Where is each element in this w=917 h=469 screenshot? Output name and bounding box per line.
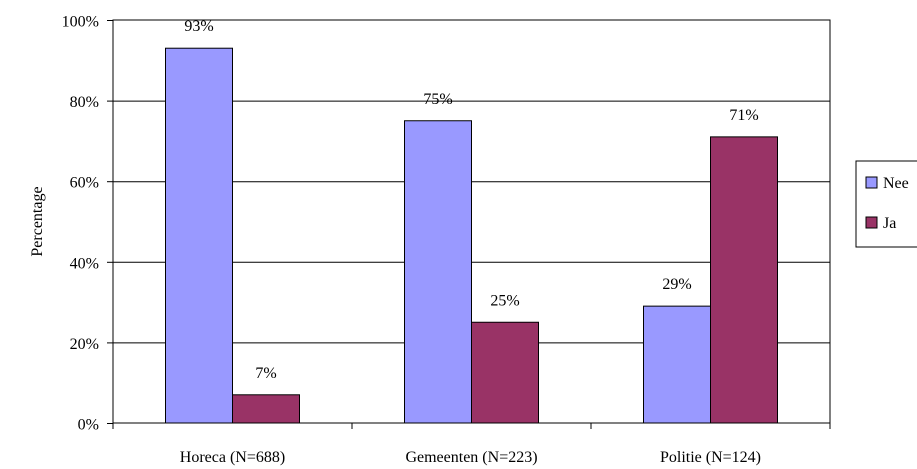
bar-ja	[232, 394, 300, 424]
legend-box	[855, 160, 917, 248]
data-label: 93%	[184, 18, 213, 35]
y-tick-label: 20%	[70, 336, 99, 353]
data-label: 71%	[729, 107, 758, 124]
bar-nee	[643, 305, 711, 424]
y-tick-label: 40%	[70, 255, 99, 272]
data-label: 7%	[255, 365, 276, 382]
data-label: 25%	[490, 292, 519, 309]
y-tick-label: 80%	[70, 94, 99, 111]
data-label: 29%	[662, 276, 691, 293]
y-tick-label: 100%	[62, 14, 99, 31]
bars	[165, 47, 778, 424]
legend-label-nee: Nee	[883, 175, 909, 192]
bar-ja	[471, 321, 539, 424]
x-tick-label: Politie (N=124)	[660, 449, 761, 466]
legend-swatch-ja	[865, 216, 878, 229]
y-tick-label: 0%	[78, 417, 99, 434]
labels: 0% 20% 40% 60% 80% 100% 93% 7% Horeca (N=688) 75%…	[62, 14, 761, 467]
y-axis-title: Percentage	[29, 186, 46, 256]
legend: Nee Ja	[855, 160, 917, 248]
legend-swatch-nee	[865, 176, 878, 189]
bar-ja	[710, 136, 778, 424]
bar-nee	[165, 47, 233, 424]
bar-nee	[404, 120, 472, 424]
axes	[107, 20, 831, 429]
y-tick-label: 60%	[70, 175, 99, 192]
legend-label-ja: Ja	[883, 215, 896, 232]
x-tick-label: Horeca (N=688)	[180, 449, 285, 466]
data-label: 75%	[423, 91, 452, 108]
x-tick-label: Gemeenten (N=223)	[405, 449, 537, 466]
